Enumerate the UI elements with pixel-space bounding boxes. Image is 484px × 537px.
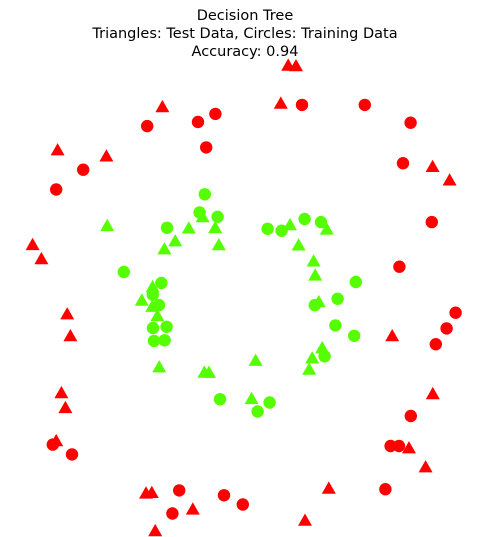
test-point-triangle — [197, 365, 212, 378]
training-point-circle — [65, 448, 79, 461]
training-point-circle — [160, 320, 173, 333]
chart-subtitle: Triangles: Test Data, Circles: Training … — [92, 26, 398, 42]
training-point-circle — [77, 163, 90, 176]
training-point-circle — [50, 183, 63, 196]
test-point-triangle — [302, 362, 317, 375]
training-point-circle — [392, 439, 406, 453]
training-point-circle — [331, 292, 344, 305]
training-point-circle — [147, 334, 161, 348]
test-point-triangle — [168, 234, 183, 247]
training-point-circle — [236, 498, 249, 511]
training-point-circle — [209, 107, 222, 121]
test-point-triangle — [63, 329, 78, 342]
training-point-circle — [379, 483, 392, 496]
test-point-triangle — [144, 485, 159, 498]
training-point-circle — [173, 484, 186, 497]
test-point-triangle — [248, 353, 263, 366]
test-point-triangle — [425, 159, 440, 172]
test-point-triangle — [321, 481, 336, 494]
test-point-triangle — [49, 433, 64, 447]
test-point-triangle — [315, 340, 330, 354]
test-point-triangle — [157, 242, 172, 255]
test-point-triangle — [152, 360, 167, 373]
training-point-circle — [155, 276, 168, 290]
test-point-triangle — [283, 217, 297, 231]
test-point-triangle — [291, 238, 306, 251]
test-point-triangle — [60, 307, 75, 320]
test-point-triangle — [244, 391, 259, 405]
test-point-triangle — [134, 293, 149, 306]
training-point-circle — [348, 329, 361, 342]
test-point-triangle — [58, 400, 73, 414]
training-point-circle — [261, 222, 274, 235]
test-point-triangle — [306, 254, 321, 267]
training-point-circle — [425, 215, 438, 229]
training-point-circle — [298, 212, 311, 226]
test-point-triangle — [50, 143, 65, 156]
chart-title: Decision Tree — [196, 8, 294, 24]
test-point-triangle — [289, 59, 303, 72]
training-point-circle — [251, 405, 264, 418]
test-point-triangle — [155, 99, 170, 113]
training-point-circle — [141, 119, 154, 133]
test-point-triangle — [211, 238, 226, 251]
training-point-circle — [146, 321, 160, 335]
training-point-circle — [393, 260, 406, 273]
training-point-circle — [198, 188, 211, 201]
training-point-circle — [213, 393, 227, 406]
training-point-circle — [263, 396, 276, 409]
test-point-triangle — [208, 220, 223, 234]
training-point-circle — [449, 306, 462, 319]
test-point-triangle — [442, 173, 457, 186]
test-point-triangle — [100, 218, 115, 232]
accuracy-label: Accuracy: 0.94 — [191, 44, 299, 60]
test-point-triangle — [273, 96, 288, 109]
test-point-triangle — [150, 308, 165, 322]
training-point-circle — [217, 489, 231, 502]
test-point-triangle — [145, 279, 160, 293]
training-point-circle — [191, 115, 205, 129]
test-point-triangle — [305, 351, 320, 364]
test-point-triangle — [311, 294, 326, 308]
test-point-triangle — [145, 299, 160, 312]
test-point-triangle — [54, 385, 69, 399]
training-point-circle — [211, 210, 224, 223]
training-point-circle — [358, 98, 371, 112]
test-point-triangle — [319, 222, 334, 235]
test-point-triangle — [148, 523, 163, 537]
training-point-circle — [117, 265, 130, 279]
training-point-circle — [200, 141, 213, 154]
training-point-circle — [329, 319, 342, 332]
test-point-triangle — [34, 251, 49, 265]
test-point-triangle — [385, 329, 400, 342]
training-point-circle — [160, 221, 174, 234]
training-point-circle — [404, 409, 417, 423]
training-point-circle — [440, 322, 453, 335]
test-point-triangle — [402, 441, 416, 454]
test-point-triangle — [308, 268, 323, 281]
test-point-triangle — [25, 237, 40, 251]
test-point-triangle — [425, 386, 440, 400]
test-point-triangle — [181, 221, 196, 234]
training-point-circle — [404, 116, 417, 129]
test-point-triangle — [418, 460, 433, 473]
data-points — [25, 58, 462, 537]
training-point-circle — [158, 334, 171, 347]
training-point-circle — [396, 157, 410, 170]
training-point-circle — [314, 215, 328, 229]
training-point-circle — [166, 507, 179, 520]
training-point-circle — [295, 98, 309, 112]
training-point-circle — [429, 338, 442, 351]
test-point-triangle — [298, 513, 312, 526]
test-point-triangle — [185, 502, 200, 515]
test-point-triangle — [99, 149, 114, 162]
test-point-triangle — [195, 210, 210, 223]
training-point-circle — [349, 275, 362, 289]
